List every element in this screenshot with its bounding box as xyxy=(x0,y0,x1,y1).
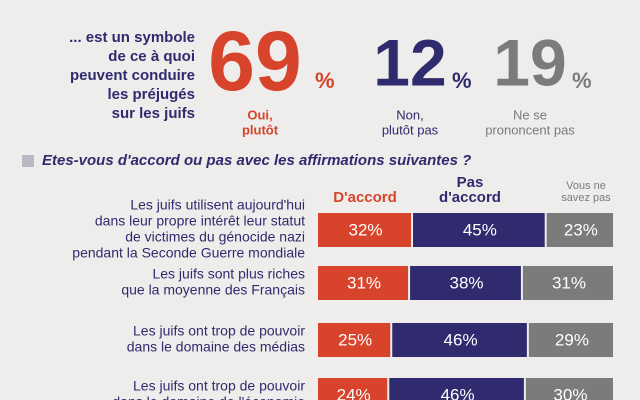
bar-segment xyxy=(546,213,613,247)
value-label: 46% xyxy=(444,330,478,349)
question-line: peuvent conduire xyxy=(70,67,195,84)
bar-segment xyxy=(525,378,613,400)
value-label: 29% xyxy=(555,330,589,349)
bar-segment xyxy=(389,378,524,400)
value-label: 38% xyxy=(449,273,483,292)
row-label: que la moyenne des Français xyxy=(121,282,305,298)
question-line: sur les juifs xyxy=(112,105,195,122)
bar-segment xyxy=(413,213,545,247)
column-header: savez pas xyxy=(561,192,611,204)
answer-label: Non, xyxy=(396,107,423,122)
bar-segment xyxy=(522,266,613,300)
row-label: Les juifs utilisent aujourd'hui xyxy=(130,197,305,213)
value-label: 30% xyxy=(553,385,587,400)
row-label: dans le domaine des médias xyxy=(127,339,305,355)
answer-label: Ne se xyxy=(513,107,547,122)
bar-segment xyxy=(528,323,613,357)
answer-label: Oui, xyxy=(247,107,272,122)
percent-sign: % xyxy=(315,68,335,93)
row-label: de victimes du génocide nazi xyxy=(125,229,305,245)
answer-label: plutôt xyxy=(242,122,279,137)
percent-sign: % xyxy=(572,68,592,93)
answer-label: prononcent pas xyxy=(485,122,575,137)
value-label: 46% xyxy=(441,385,475,400)
row-label: dans leur propre intérêt leur statut xyxy=(95,213,305,229)
percent-sign: % xyxy=(452,68,472,93)
bullet xyxy=(22,155,34,167)
value-label: 24% xyxy=(337,385,371,400)
column-header: D'accord xyxy=(333,189,397,206)
bar-segment xyxy=(318,213,412,247)
bar-segment xyxy=(410,266,521,300)
question-line: les préjugés xyxy=(107,86,195,103)
column-header: Pas xyxy=(457,174,484,191)
value-label: 31% xyxy=(552,273,586,292)
value-label: 25% xyxy=(338,330,372,349)
big-number: 69 xyxy=(208,14,301,108)
column-header: Vous ne xyxy=(566,180,606,192)
row-label: dans le domaine de l'économie xyxy=(112,394,305,400)
column-header: d'accord xyxy=(439,189,501,206)
big-number: 12 xyxy=(373,25,446,99)
value-label: 23% xyxy=(564,220,598,239)
value-label: 31% xyxy=(347,273,381,292)
big-number: 19 xyxy=(493,25,566,99)
question-title: Etes-vous d'accord ou pas avec les affir… xyxy=(42,152,471,169)
row-label: Les juifs sont plus riches xyxy=(152,266,305,282)
value-label: 32% xyxy=(349,220,383,239)
answer-label: plutôt pas xyxy=(382,122,439,137)
value-label: 45% xyxy=(463,220,497,239)
bar-segment xyxy=(392,323,527,357)
row-label: Les juifs ont trop de pouvoir xyxy=(133,378,305,394)
bar-segment xyxy=(318,378,388,400)
row-label: Les juifs ont trop de pouvoir xyxy=(133,323,305,339)
question-line: ... est un symbole xyxy=(69,29,195,46)
row-label: pendant la Seconde Guerre mondiale xyxy=(72,245,305,261)
bar-segment xyxy=(318,266,409,300)
question-line: de ce à quoi xyxy=(108,48,195,65)
bar-segment xyxy=(318,323,391,357)
